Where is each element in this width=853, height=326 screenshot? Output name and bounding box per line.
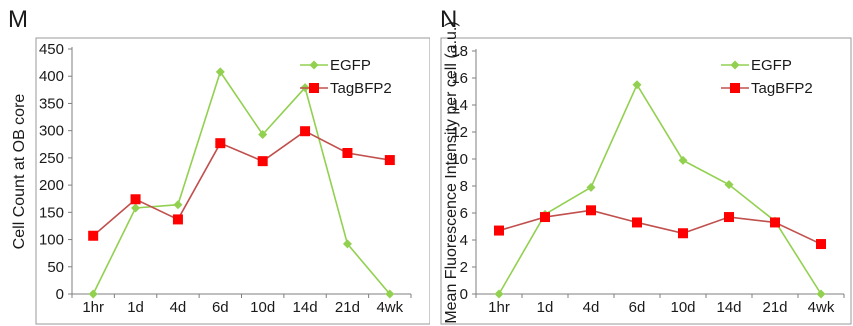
legend-marker-tagbfp2: [309, 83, 319, 93]
data-point-tagbfp2: [88, 230, 99, 241]
legend-marker-tagbfp2: [730, 83, 740, 93]
x-tick-label: 4wk: [376, 299, 403, 316]
chart-n: Mean Fluorescence Intensity per cell (a.…: [440, 21, 852, 325]
chart-frame-m: [35, 37, 430, 325]
y-tick-label: 250: [39, 150, 64, 167]
y-tick-label: 150: [39, 204, 64, 221]
y-tick-label: 18: [451, 43, 468, 60]
y-tick-label: 200: [39, 177, 64, 194]
legend-label-tagbfp2: TagBFP2: [330, 80, 392, 97]
data-point-egfp: [385, 289, 395, 299]
y-tick-label: 2: [460, 259, 468, 276]
data-point-egfp: [678, 155, 688, 165]
y-tick-label: 14: [451, 97, 468, 114]
x-tick-label: 4d: [170, 299, 187, 316]
x-tick-label: 21d: [335, 299, 360, 316]
panel-label-m: M: [8, 6, 28, 33]
data-point-tagbfp2: [770, 217, 780, 228]
x-tick-label: 14d: [716, 299, 741, 316]
x-tick-label: 1d: [537, 299, 554, 316]
data-point-egfp: [494, 289, 504, 299]
data-point-egfp: [724, 180, 734, 190]
series-line-egfp: [92, 70, 391, 295]
data-point-tagbfp2: [257, 156, 268, 167]
data-point-egfp: [342, 239, 352, 249]
data-point-egfp: [88, 289, 98, 299]
y-axis-label-n: Mean Fluorescence Intensity per cell (a.…: [443, 21, 460, 323]
data-point-tagbfp2: [172, 214, 183, 225]
data-point-tagbfp2: [540, 212, 550, 223]
legend-marker-egfp: [730, 60, 740, 70]
data-point-tagbfp2: [816, 239, 826, 250]
chart-frame-n: [440, 37, 852, 325]
y-tick-label: 0: [56, 286, 64, 303]
y-tick-label: 8: [460, 178, 468, 195]
chart-m: Cell Count at OB core 0 50 100 150 200 250 300…: [11, 37, 430, 325]
data-point-tagbfp2: [215, 138, 226, 149]
data-point-tagbfp2: [300, 126, 311, 137]
data-point-egfp: [632, 80, 642, 90]
x-tick-label: 10d: [250, 299, 275, 316]
series-line-egfp: [498, 83, 822, 295]
x-tick-label: 14d: [293, 299, 318, 316]
y-tick-label: 50: [47, 259, 64, 276]
y-tick-label: 450: [39, 41, 64, 58]
data-point-egfp: [816, 289, 826, 299]
data-point-tagbfp2: [632, 217, 642, 228]
y-tick-label: 300: [39, 123, 64, 140]
chart-panel-m: M Cell Count at OB core 0 50 100 150 200 250 3…: [8, 6, 430, 325]
y-tick-label: 16: [451, 70, 468, 87]
series-line-tagbfp2: [92, 130, 390, 237]
y-tick-label: 4: [460, 232, 468, 249]
x-tick-label: 4wk: [808, 299, 835, 316]
y-tick-label: 12: [451, 124, 468, 141]
x-tick-label: 6d: [212, 299, 229, 316]
x-tick-label: 1d: [127, 299, 144, 316]
x-tick-label: 6d: [629, 299, 646, 316]
data-point-tagbfp2: [586, 205, 596, 216]
legend-label-egfp: EGFP: [330, 57, 371, 74]
y-tick-label: 400: [39, 68, 64, 85]
data-point-tagbfp2: [342, 147, 353, 158]
data-point-tagbfp2: [678, 228, 688, 239]
x-tick-label: 10d: [670, 299, 695, 316]
x-tick-label: 4d: [583, 299, 600, 316]
chart-panel-n: N Mean Fluorescence Intensity per cell (…: [432, 0, 853, 326]
y-tick-label: 0: [460, 286, 468, 303]
x-tick-label: 1hr: [488, 299, 510, 316]
data-point-tagbfp2: [384, 155, 395, 166]
y-axis-label-m: Cell Count at OB core: [11, 94, 28, 250]
legend-label-egfp: EGFP: [751, 57, 792, 74]
legend-marker-egfp: [309, 60, 319, 70]
data-point-egfp: [215, 67, 225, 77]
data-point-tagbfp2: [724, 212, 734, 223]
data-point-egfp: [258, 129, 268, 139]
x-tick-label: 1hr: [82, 299, 104, 316]
data-point-tagbfp2: [130, 194, 141, 205]
legend-label-tagbfp2: TagBFP2: [751, 80, 813, 97]
y-tick-label: 10: [451, 151, 468, 168]
data-point-tagbfp2: [494, 225, 504, 236]
x-tick-label: 21d: [762, 299, 787, 316]
y-tick-label: 6: [460, 205, 468, 222]
y-tick-label: 350: [39, 95, 64, 112]
series-line-tagbfp2: [498, 209, 822, 245]
panel-label-n: N: [440, 6, 458, 33]
data-point-egfp: [131, 203, 141, 213]
data-point-egfp: [173, 200, 183, 210]
y-tick-label: 100: [39, 232, 64, 249]
data-point-egfp: [586, 182, 596, 192]
